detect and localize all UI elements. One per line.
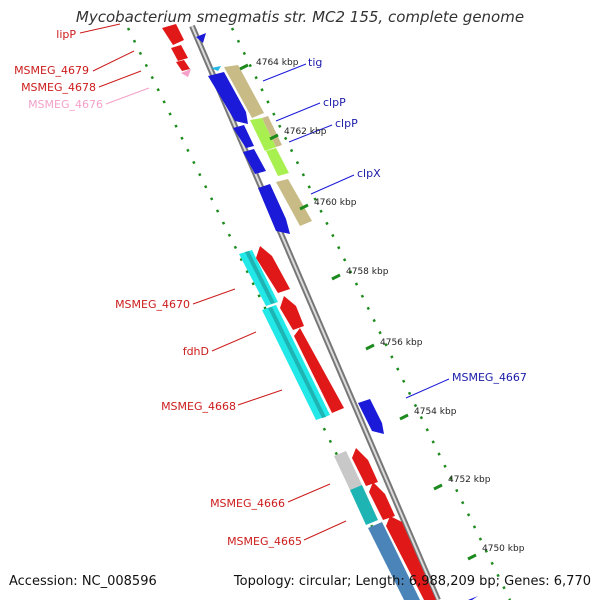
gene-MSMEG_4665[interactable] — [386, 516, 436, 600]
gene-label-MSMEG_4667[interactable]: MSMEG_4667 — [452, 371, 527, 384]
map-title: Mycobacterium smegmatis str. MC2 155, co… — [75, 8, 525, 26]
genome-summary-text: Topology: circular; Length: 6,988,209 bp… — [233, 574, 591, 589]
gene-MSMEG_4678[interactable] — [176, 60, 190, 71]
tick-label: 4760 kbp — [314, 198, 357, 208]
gene-label-MSMEG_4676[interactable]: MSMEG_4676 — [28, 98, 103, 111]
gene-clpP-2[interactable] — [243, 149, 266, 174]
gene-label-MSMEG_4666[interactable]: MSMEG_4666 — [210, 497, 285, 510]
tick-label: 4764 kbp — [256, 58, 299, 68]
gene-label-MSMEG_4678[interactable]: MSMEG_4678 — [21, 81, 96, 94]
gene-MSMEG_4667[interactable] — [358, 399, 384, 434]
gene-label-MSMEG_4679[interactable]: MSMEG_4679 — [14, 64, 89, 77]
gene-MSMEG_4670-cds-teal[interactable] — [245, 251, 275, 304]
gene-label-clpP-2[interactable]: clpP — [335, 117, 358, 130]
gene-label-tig[interactable]: tig — [308, 56, 322, 69]
gene-label-clpX[interactable]: clpX — [357, 167, 381, 180]
gene-tig[interactable] — [208, 72, 248, 124]
gene-MSMEG_4665-cds[interactable] — [368, 522, 420, 600]
label-connectors — [79, 23, 450, 541]
kbp-tick-mark — [269, 133, 279, 141]
gene-arrow-top-blue[interactable] — [196, 33, 206, 43]
gene-MSMEG_4668-cds-teal[interactable] — [268, 307, 326, 418]
gene-clpP-1-cds-khaki[interactable] — [262, 116, 282, 147]
gene-MSMEG_4666-cds[interactable] — [350, 485, 378, 525]
gene-label-clpP[interactable]: clpP — [323, 96, 346, 109]
genome-backbone-inner — [191, 25, 439, 600]
gene-clpP-1-cds[interactable] — [250, 118, 276, 151]
gene-MSMEG_4679[interactable] — [171, 45, 188, 61]
kbp-tick-mark — [299, 203, 309, 211]
gene-MSMEG_4666-b[interactable] — [369, 482, 395, 520]
gene-clpP-2-cds[interactable] — [266, 148, 289, 176]
gene-MSMEG_4670[interactable] — [256, 246, 290, 293]
gene-MSMEG_4676[interactable] — [181, 69, 191, 77]
gene-lipP[interactable] — [162, 24, 184, 45]
gene-label-MSMEG_4668[interactable]: MSMEG_4668 — [161, 400, 236, 413]
gene-MSMEG_4666-cds-grey[interactable] — [334, 451, 362, 490]
gene-clpX-cds[interactable] — [276, 179, 312, 226]
kbp-tick-mark — [433, 483, 443, 491]
accession-text: Accession: NC_008596 — [9, 574, 157, 589]
gene-MSMEG_4668[interactable] — [294, 328, 344, 413]
kbp-tick-mark — [399, 413, 409, 421]
kbp-ticks — [239, 63, 477, 561]
tick-label: 4756 kbp — [380, 338, 423, 348]
gene-label-MSMEG_4665[interactable]: MSMEG_4665 — [227, 535, 302, 548]
tick-label: 4750 kbp — [482, 544, 525, 554]
gene-label-lipP[interactable]: lipP — [56, 28, 76, 41]
tick-label: 4752 kbp — [448, 475, 491, 485]
gene-label-MSMEG_4670[interactable]: MSMEG_4670 — [115, 298, 190, 311]
kbp-tick-mark — [467, 553, 477, 561]
gene-clpP-1[interactable] — [233, 125, 254, 148]
gene-label-fdhD[interactable]: fdhD — [183, 345, 209, 358]
gene-bottom-blue[interactable] — [468, 596, 478, 600]
tick-label: 4758 kbp — [346, 267, 389, 277]
gene-tig-cds[interactable] — [224, 65, 264, 118]
gene-clpX[interactable] — [258, 184, 290, 234]
gene-fdhD[interactable] — [280, 296, 304, 330]
kbp-tick-mark — [331, 273, 341, 281]
kbp-tick-mark — [365, 343, 375, 351]
tick-label: 4754 kbp — [414, 407, 457, 417]
gene-arrow-small-cyan[interactable] — [211, 66, 221, 71]
kbp-tick-mark — [239, 63, 249, 71]
tick-label: 4762 kbp — [284, 127, 327, 137]
gene-MSMEG_4666[interactable] — [352, 448, 378, 486]
